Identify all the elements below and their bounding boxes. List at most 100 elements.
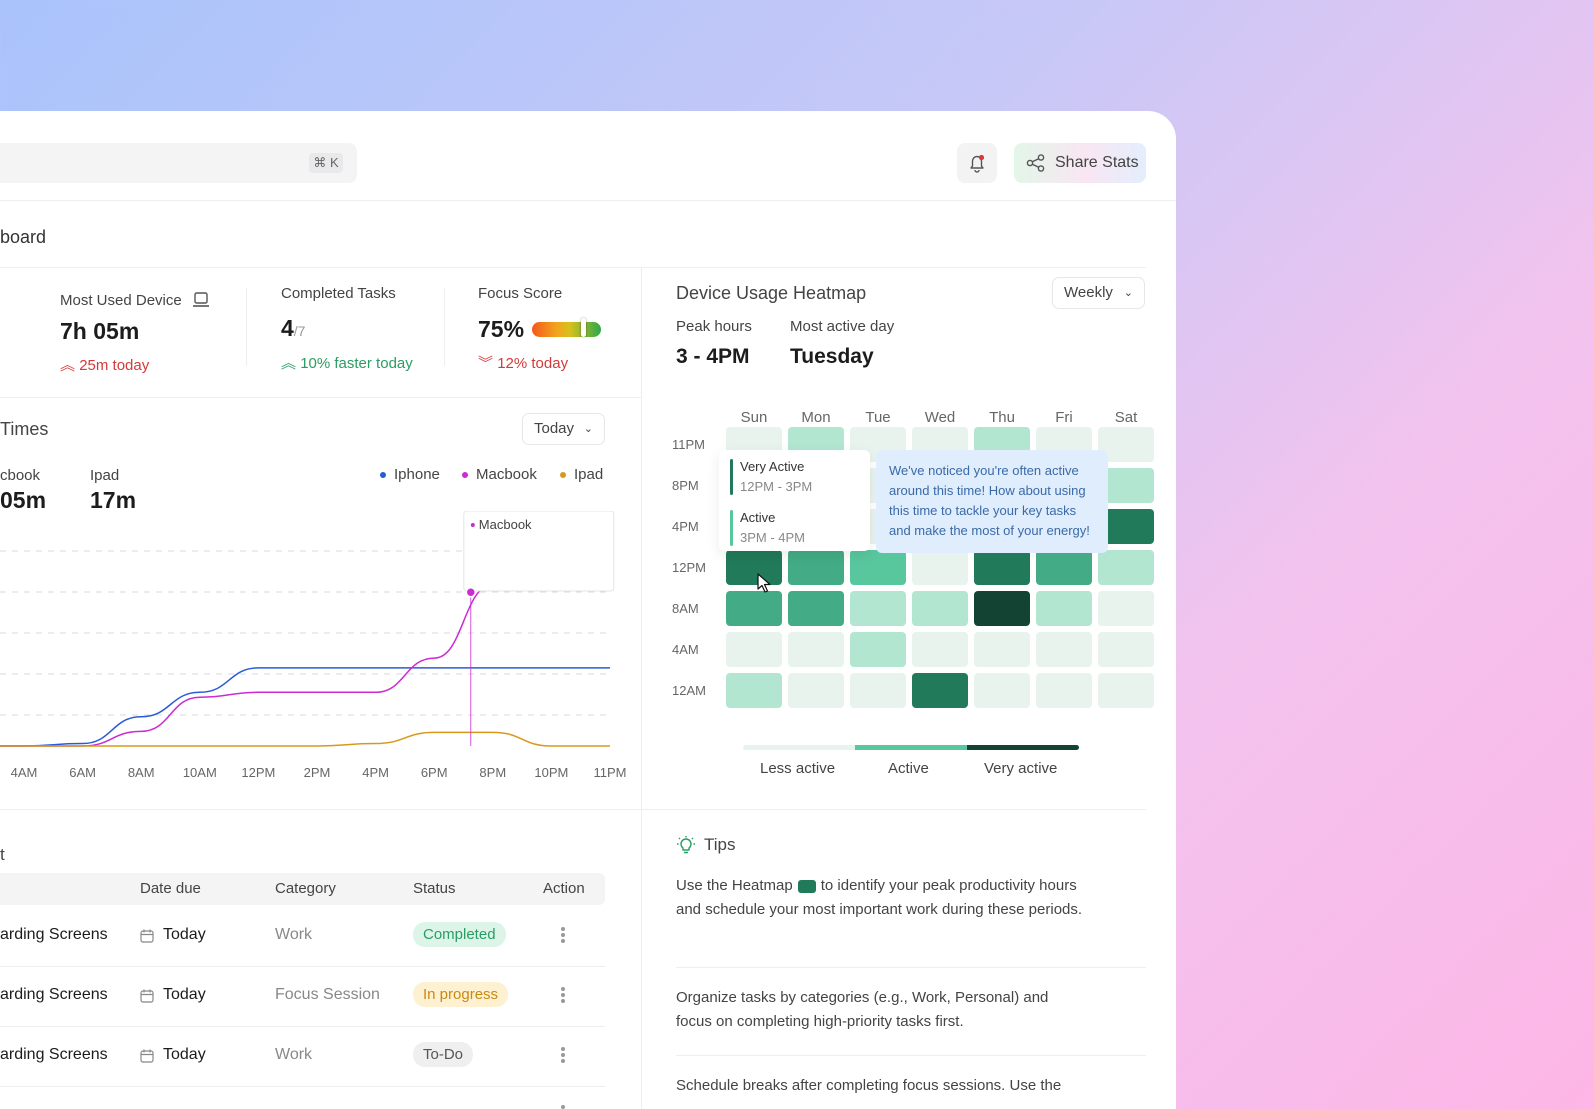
scale-label: Active — [888, 760, 929, 777]
status-badge: Completed — [413, 922, 506, 947]
heatmap-cell[interactable] — [1036, 591, 1092, 626]
scale-active — [855, 745, 967, 750]
heatmap-hour-8am: 8AM — [672, 601, 699, 616]
tasks-title: t — [0, 845, 5, 864]
peak-hours-label: Peak hours — [676, 318, 752, 335]
heatmap-cell[interactable] — [912, 632, 968, 667]
hover-point[interactable] — [465, 587, 477, 598]
heatmap-cell[interactable] — [726, 632, 782, 667]
popup-time: 12PM - 3PM — [740, 479, 813, 494]
x-tick-label: 2PM — [304, 765, 331, 780]
task-due: Today — [163, 1046, 206, 1063]
x-tick-label: 8AM — [128, 765, 155, 780]
row-actions-button[interactable] — [560, 985, 566, 1005]
tip-organize: Organize tasks by categories (e.g., Work… — [676, 989, 1049, 1030]
heatmap-cell[interactable] — [850, 632, 906, 667]
series-line-ipad — [0, 731, 610, 747]
calendar-icon — [140, 989, 154, 1003]
heatmap-cell[interactable] — [788, 591, 844, 626]
divider — [246, 288, 247, 366]
heatmap-cell[interactable] — [974, 550, 1030, 585]
x-tick-label: 10AM — [183, 765, 217, 780]
divider — [0, 966, 605, 967]
stat-label-device: Most Used Device — [60, 292, 182, 309]
heatmap-cell[interactable] — [1036, 673, 1092, 708]
status-badge: To-Do — [413, 1042, 474, 1067]
cursor-icon — [757, 573, 771, 593]
x-tick-label: 4PM — [362, 765, 389, 780]
heatmap-cell[interactable] — [974, 632, 1030, 667]
heatmap-cell[interactable] — [1098, 591, 1154, 626]
period-dropdown-today[interactable]: Today ⌄ — [522, 413, 605, 445]
divider — [676, 1055, 1146, 1056]
heatmap-hour-4am: 4AM — [672, 642, 699, 657]
focus-score-marker — [581, 318, 587, 337]
heatmap-cell[interactable] — [788, 673, 844, 708]
legend-iphone: Iphone — [380, 466, 440, 483]
device-a-label: cbook — [0, 467, 41, 484]
task-name[interactable]: arding Screens — [0, 926, 108, 943]
heatmap-cell[interactable] — [850, 550, 906, 585]
device-a-value: 05m — [0, 487, 47, 513]
heatmap-cell[interactable] — [726, 550, 782, 585]
task-category: Focus Session — [275, 986, 380, 1003]
heatmap-cell[interactable] — [974, 673, 1030, 708]
row-actions-button[interactable] — [560, 1103, 566, 1109]
period-dropdown-weekly[interactable]: Weekly ⌄ — [1052, 277, 1145, 309]
heatmap-cell[interactable] — [974, 591, 1030, 626]
scale-label: Very active — [984, 760, 1058, 777]
stat-label-tasks: Completed Tasks — [281, 285, 396, 302]
heatmap-hour-11pm: 11PM — [672, 437, 705, 452]
stat-value-device: 7h 05m — [60, 318, 140, 344]
chevron-down-icon: ⌄ — [583, 423, 593, 435]
peak-hours-value: 3 - 4PM — [676, 345, 750, 368]
screen-times-title: Times — [0, 419, 49, 439]
heatmap-title: Device Usage Heatmap — [676, 283, 867, 303]
heatmap-day-thu: Thu — [989, 409, 1015, 426]
stat-label-focus: Focus Score — [478, 285, 563, 302]
share-stats-button[interactable]: Share Stats — [1014, 143, 1146, 183]
search-input[interactable]: ⌘ K — [0, 143, 357, 183]
notifications-button[interactable] — [957, 143, 997, 183]
legend-dot — [462, 472, 468, 479]
heatmap-cell[interactable] — [1036, 632, 1092, 667]
double-chevron-up-icon: ︽ — [281, 355, 297, 372]
heatmap-cell[interactable] — [726, 673, 782, 708]
heatmap-cell[interactable] — [1036, 550, 1092, 585]
share-label: Share Stats — [1055, 154, 1139, 171]
heatmap-cell[interactable] — [912, 550, 968, 585]
stat-value-tasks: 4/7 — [281, 315, 305, 342]
share-icon — [1026, 154, 1045, 172]
legend-macbook: Macbook — [462, 466, 537, 483]
heatmap-day-wed: Wed — [924, 409, 956, 426]
popup-active: Active 3PM - 4PM — [730, 510, 805, 546]
row-actions-button[interactable] — [560, 1045, 566, 1065]
dropdown-value: Weekly — [1064, 284, 1113, 301]
double-chevron-down-icon: ︾ — [478, 355, 494, 372]
heatmap-cell[interactable] — [1098, 550, 1154, 585]
heatmap-swatch-icon — [797, 879, 816, 893]
heatmap-suggestion: We've noticed you're often active around… — [876, 450, 1108, 553]
active-day-label: Most active day — [790, 318, 895, 335]
heatmap-cell[interactable] — [850, 591, 906, 626]
heatmap-cell[interactable] — [850, 673, 906, 708]
column-category: Category — [275, 880, 336, 897]
heatmap-cell[interactable] — [726, 591, 782, 626]
delta-text: 12% today — [497, 355, 569, 372]
divider — [0, 809, 1146, 810]
heatmap-cell[interactable] — [912, 591, 968, 626]
focus-score-bar — [532, 318, 601, 337]
heatmap-cell[interactable] — [912, 673, 968, 708]
active-day-value: Tuesday — [790, 345, 874, 368]
heatmap-cell[interactable] — [788, 632, 844, 667]
legend-ipad: Ipad — [560, 466, 603, 483]
row-actions-button[interactable] — [560, 925, 566, 945]
popup-bar — [730, 459, 733, 495]
heatmap-cell[interactable] — [788, 550, 844, 585]
task-due: Today — [163, 986, 206, 1003]
task-name[interactable]: arding Screens — [0, 1046, 108, 1063]
task-name[interactable]: arding Screens — [0, 986, 108, 1003]
bell-icon — [970, 154, 985, 173]
heatmap-cell[interactable] — [1098, 673, 1154, 708]
heatmap-cell[interactable] — [1098, 632, 1154, 667]
